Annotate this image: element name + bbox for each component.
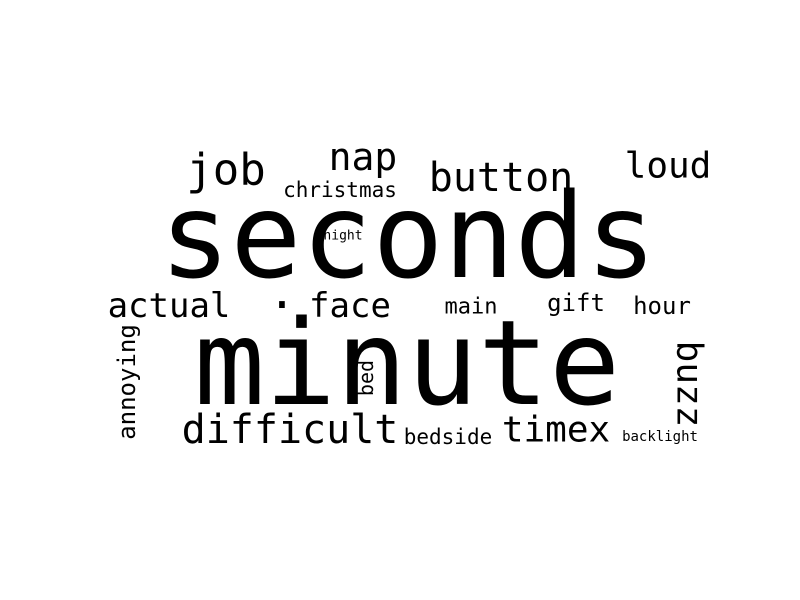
word-minute: minute (194, 294, 620, 432)
word-dot: . (268, 265, 296, 319)
word-actual: actual (108, 286, 231, 326)
word-nap: nap (329, 135, 398, 179)
word-timex: timex (502, 410, 610, 451)
word-loud: loud (625, 146, 712, 187)
word-main: main (445, 295, 498, 320)
word-backlight: backlight (622, 429, 698, 445)
word-buzz: buzz (669, 341, 710, 428)
word-job: job (186, 145, 265, 196)
word-face: face (309, 286, 391, 326)
word-difficult: difficult (182, 407, 399, 453)
word-annoying: annoying (113, 324, 141, 440)
word-bedside: bedside (404, 425, 493, 449)
word-button: button (429, 155, 574, 201)
word-hour: hour (633, 292, 691, 320)
word-night: night (323, 229, 362, 244)
word-christmas: christmas (283, 178, 397, 202)
word-bed: bed (354, 360, 378, 396)
word-gift: gift (547, 289, 605, 317)
word-seconds: seconds (159, 167, 656, 305)
